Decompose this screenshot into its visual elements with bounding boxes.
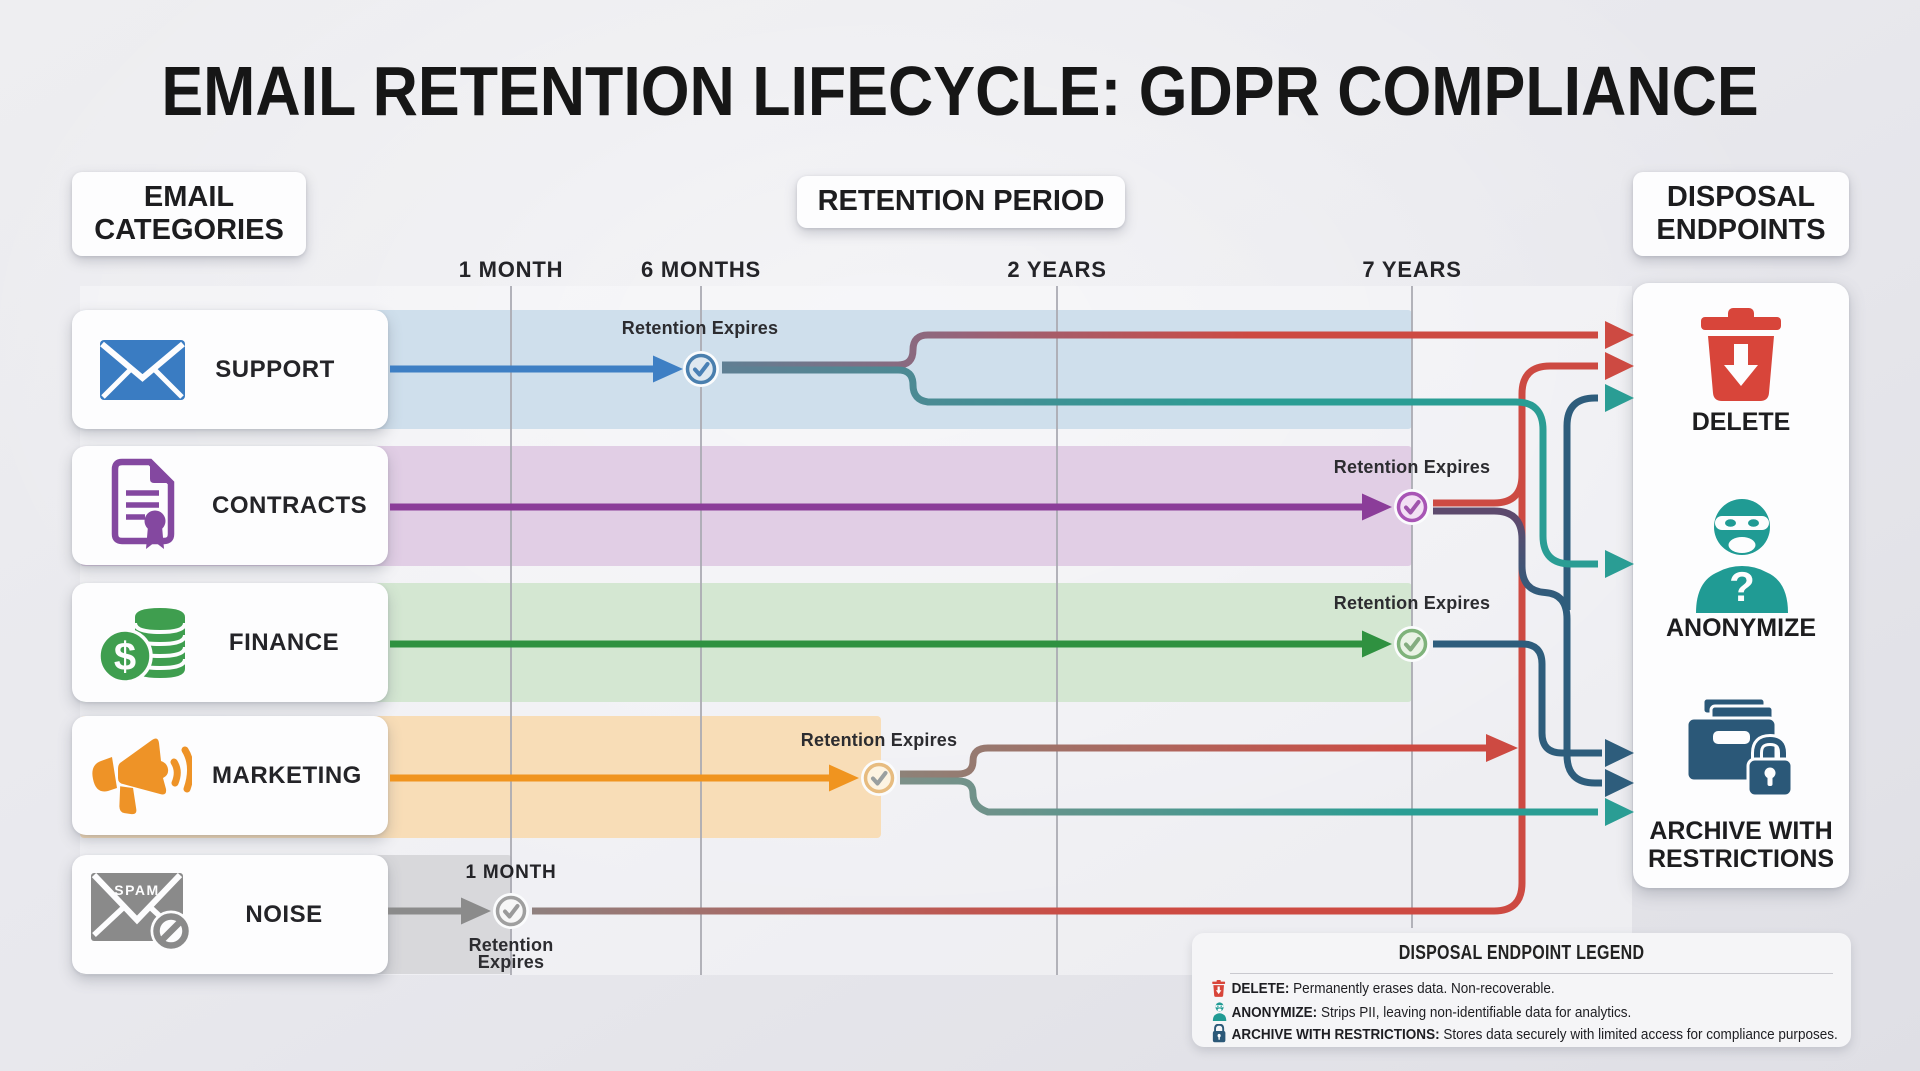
svg-text:?: ? [1729, 563, 1755, 610]
svg-text:SPAM: SPAM [114, 882, 159, 898]
svg-text:$: $ [114, 635, 136, 679]
